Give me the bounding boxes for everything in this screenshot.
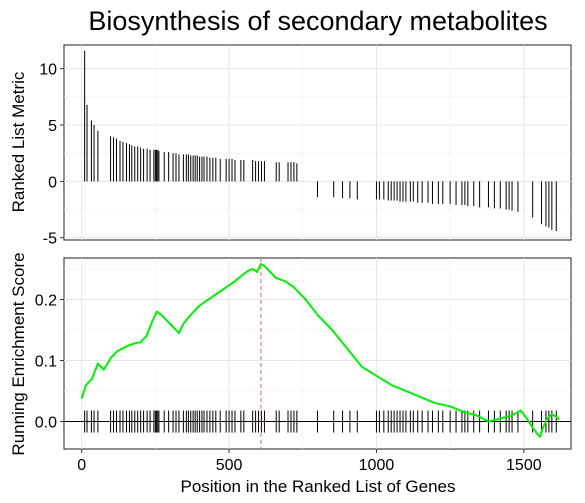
x-axis-ticks: 0 500 1000 1500: [77, 449, 542, 474]
ranked-metric-y-label: Ranked List Metric: [9, 71, 28, 212]
chart-title: Biosynthesis of secondary metabolites: [88, 6, 547, 36]
x-tick-label: 500: [216, 457, 243, 474]
ranked-metric-y-ticks: -5 0 5 10: [39, 62, 64, 248]
enrichment-y-label: Running Enrichment Score: [9, 252, 28, 455]
x-tick-label: 1500: [506, 457, 542, 474]
ranked-metric-plot-area: [64, 45, 571, 240]
enrichment-score-panel: 0.0 0.1 0.2 Running Enrichment Score: [9, 252, 571, 455]
metric-y-tick-label: 5: [48, 118, 57, 135]
metric-y-tick-label: -5: [43, 231, 57, 248]
x-tick-label: 0: [77, 457, 86, 474]
enrichment-y-ticks: 0.0 0.1 0.2: [35, 292, 64, 431]
metric-y-tick-label: 10: [39, 62, 57, 79]
x-tick-label: 1000: [359, 457, 395, 474]
ranked-metric-panel: -5 0 5 10 Ranked List Metric: [9, 45, 571, 248]
metric-y-tick-label: 0: [48, 174, 57, 191]
enrichment-y-tick-label: 0.2: [35, 292, 57, 309]
x-axis-label: Position in the Ranked List of Genes: [181, 477, 456, 496]
enrichment-y-tick-label: 0.0: [35, 415, 57, 432]
enrichment-y-tick-label: 0.1: [35, 354, 57, 371]
